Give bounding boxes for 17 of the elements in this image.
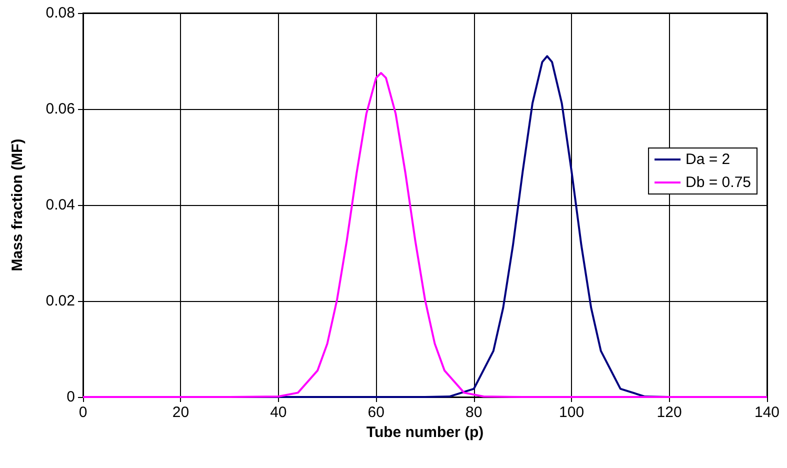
y-tick-label: 0.02 [46,292,75,310]
x-tick-label: 120 [656,404,682,421]
y-axis-title: Mass fraction (MF) [9,138,26,272]
y-tick-label: 0.06 [46,100,75,118]
x-tick-label: 80 [466,404,482,421]
x-tick-label: 0 [78,404,88,421]
x-tick-label: 60 [368,404,384,421]
x-tick-label: 140 [754,404,780,421]
y-tick-label: 0.04 [46,196,75,214]
x-tick-label: 100 [559,404,584,421]
x-tick-label: 40 [270,404,287,421]
x-axis-title: Tube number (p) [366,424,484,441]
y-tick-label: 0.08 [46,4,75,22]
x-tick-label: 20 [172,404,190,421]
legend-label: Da = 2 [686,151,730,168]
y-tick-label: 0 [66,388,75,406]
legend-label: Db = 0.75 [686,174,752,191]
